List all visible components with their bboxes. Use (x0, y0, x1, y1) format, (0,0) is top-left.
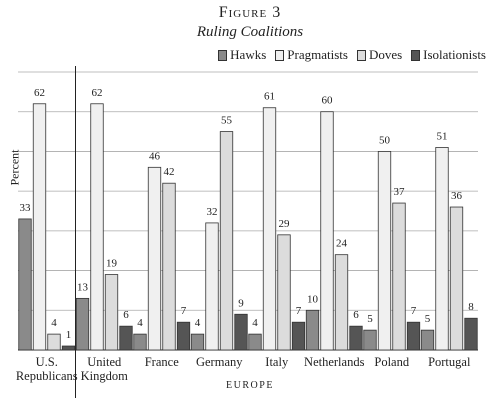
legend-swatch (411, 49, 421, 61)
data-label: 7 (296, 305, 302, 317)
x-axis-label: EUROPE (226, 380, 274, 391)
y-axis-label: Percent (7, 149, 22, 186)
x-tick-label: United Kingdom (80, 355, 128, 383)
data-label: 4 (51, 317, 57, 329)
data-label: 6 (353, 309, 359, 321)
bar (420, 329, 435, 351)
bar (75, 297, 90, 351)
bar (363, 329, 377, 351)
data-label: 9 (238, 297, 244, 309)
x-tick-label: Poland (374, 355, 410, 369)
legend-swatch (275, 49, 285, 61)
x-tick-label: Portugal (428, 355, 471, 369)
bar (90, 103, 104, 351)
data-label: 7 (411, 305, 417, 317)
data-label: 10 (307, 293, 319, 305)
data-label: 4 (195, 317, 201, 329)
bar (219, 131, 234, 351)
bar (234, 313, 248, 351)
data-label: 62 (92, 87, 103, 99)
data-label: 4 (137, 317, 143, 329)
bar (18, 218, 32, 351)
data-label: 24 (336, 238, 348, 250)
bar (449, 206, 464, 351)
chart-subtitle: Ruling Coalitions (196, 24, 304, 40)
data-label: 46 (149, 150, 161, 162)
data-label: 8 (468, 301, 474, 313)
data-label: 50 (379, 134, 391, 146)
bar (305, 309, 320, 351)
data-label: 33 (20, 202, 32, 214)
data-label: 62 (34, 87, 45, 99)
chart-title: Figure 3 (218, 4, 282, 21)
bar (392, 202, 406, 351)
bar (176, 321, 191, 351)
bar (32, 103, 47, 351)
data-label: 13 (77, 281, 89, 293)
bar (435, 147, 449, 351)
data-label: 4 (252, 317, 258, 329)
legend-swatch (218, 49, 228, 61)
bar (349, 325, 363, 351)
x-tick-label: U.S. Republicans (15, 355, 78, 383)
data-label: 36 (451, 190, 463, 202)
data-label: 29 (279, 218, 291, 230)
bar (334, 254, 349, 351)
legend: Hawks Pragmatists Doves Isolationists (218, 47, 486, 63)
bar (190, 333, 205, 351)
data-label: 51 (437, 130, 448, 142)
data-label: 5 (425, 313, 431, 325)
legend-label: Hawks (230, 47, 267, 62)
bar (406, 321, 421, 351)
legend-item: Isolationists (411, 47, 486, 63)
bar (119, 325, 133, 351)
data-label: 60 (322, 95, 334, 107)
data-label: 19 (106, 258, 118, 270)
x-tick-label: Netherlands (304, 355, 365, 369)
bar (262, 107, 277, 351)
bar (205, 222, 219, 351)
data-label: 6 (123, 309, 129, 321)
x-tick-label: France (144, 355, 179, 369)
data-label: 37 (394, 186, 406, 198)
data-label: 7 (181, 305, 187, 317)
data-label: 32 (207, 206, 218, 218)
bar (464, 317, 478, 351)
legend-label: Doves (368, 47, 403, 62)
bar (47, 333, 61, 351)
legend-label: Pragmatists (287, 47, 348, 62)
bar (320, 111, 334, 351)
data-label: 5 (367, 313, 373, 325)
x-tick-label: Italy (265, 355, 289, 369)
bar (162, 182, 176, 351)
legend-label: Isolationists (423, 47, 486, 62)
bar (133, 333, 147, 351)
legend-item: Hawks (218, 47, 266, 63)
bar (147, 166, 162, 351)
legend-item: Doves (356, 47, 403, 63)
bar (377, 151, 392, 351)
bar (104, 274, 119, 351)
legend-swatch (356, 49, 366, 61)
bar (277, 234, 291, 351)
bar (248, 333, 262, 351)
data-label: 1 (66, 329, 72, 341)
data-label: 55 (221, 115, 233, 127)
data-label: 42 (164, 166, 175, 178)
data-label: 61 (264, 91, 275, 103)
bar (61, 345, 76, 351)
bar (291, 321, 306, 351)
x-tick-label: Germany (195, 355, 243, 369)
legend-item: Pragmatists (275, 47, 348, 63)
